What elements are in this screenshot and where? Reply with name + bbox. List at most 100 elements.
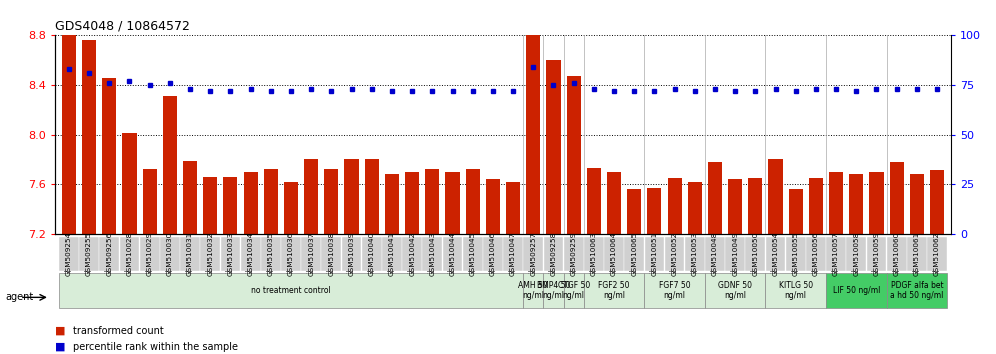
Bar <box>667 178 681 234</box>
FancyBboxPatch shape <box>644 237 664 271</box>
FancyBboxPatch shape <box>281 237 301 271</box>
FancyBboxPatch shape <box>100 237 120 271</box>
Bar <box>62 35 76 234</box>
Text: LIF 50 ng/ml: LIF 50 ng/ml <box>833 286 880 295</box>
Text: GSM510038: GSM510038 <box>329 232 335 276</box>
Bar <box>183 161 197 234</box>
Bar <box>850 174 864 234</box>
FancyBboxPatch shape <box>605 237 623 271</box>
Bar <box>405 172 419 234</box>
Text: GSM510043: GSM510043 <box>429 232 435 276</box>
Bar <box>384 174 399 234</box>
Bar <box>547 60 561 234</box>
Text: GSM510041: GSM510041 <box>389 232 395 276</box>
Text: GSM510065: GSM510065 <box>631 232 637 276</box>
Text: GSM510048: GSM510048 <box>712 232 718 276</box>
Bar <box>445 172 459 234</box>
Bar <box>142 169 156 234</box>
FancyBboxPatch shape <box>826 273 886 308</box>
FancyBboxPatch shape <box>644 273 705 308</box>
FancyBboxPatch shape <box>241 237 261 271</box>
Text: GSM510035: GSM510035 <box>268 232 274 276</box>
FancyBboxPatch shape <box>483 237 503 271</box>
FancyBboxPatch shape <box>120 237 139 271</box>
Text: no treatment control: no treatment control <box>251 286 331 295</box>
FancyBboxPatch shape <box>705 237 725 271</box>
Text: GSM510046: GSM510046 <box>490 232 496 276</box>
Bar <box>809 178 823 234</box>
Text: ■: ■ <box>55 342 66 352</box>
Text: KITLG 50
ng/ml: KITLG 50 ng/ml <box>779 281 813 300</box>
Bar <box>607 172 622 234</box>
Bar <box>425 169 439 234</box>
Bar <box>728 179 742 234</box>
Text: GSM509259: GSM509259 <box>571 232 577 276</box>
Text: AMH 50
ng/ml: AMH 50 ng/ml <box>518 281 548 300</box>
Text: GSM510042: GSM510042 <box>409 232 415 276</box>
Text: GSM510028: GSM510028 <box>126 232 132 276</box>
Bar <box>264 169 278 234</box>
Bar <box>748 178 762 234</box>
FancyBboxPatch shape <box>322 237 342 271</box>
Text: GSM510053: GSM510053 <box>692 232 698 276</box>
Bar <box>304 159 319 234</box>
FancyBboxPatch shape <box>564 273 584 308</box>
Text: GSM510031: GSM510031 <box>187 232 193 276</box>
Text: GSM510061: GSM510061 <box>914 232 920 276</box>
Bar <box>123 133 136 234</box>
Text: GSM510062: GSM510062 <box>934 232 940 276</box>
FancyBboxPatch shape <box>382 237 401 271</box>
FancyBboxPatch shape <box>766 237 786 271</box>
Text: GDNF 50
ng/ml: GDNF 50 ng/ml <box>718 281 752 300</box>
FancyBboxPatch shape <box>523 237 543 271</box>
Bar <box>82 40 97 234</box>
Text: GSM510049: GSM510049 <box>732 232 738 276</box>
Bar <box>769 159 783 234</box>
FancyBboxPatch shape <box>624 237 644 271</box>
Text: GDS4048 / 10864572: GDS4048 / 10864572 <box>55 20 189 33</box>
FancyBboxPatch shape <box>544 273 564 308</box>
Text: GSM510040: GSM510040 <box>369 232 374 276</box>
Text: GSM510050: GSM510050 <box>752 232 758 276</box>
Bar <box>345 159 359 234</box>
FancyBboxPatch shape <box>564 237 584 271</box>
Bar <box>889 162 903 234</box>
FancyBboxPatch shape <box>362 237 381 271</box>
FancyBboxPatch shape <box>725 237 745 271</box>
FancyBboxPatch shape <box>503 237 523 271</box>
Text: GSM510039: GSM510039 <box>349 232 355 276</box>
FancyBboxPatch shape <box>544 237 564 271</box>
FancyBboxPatch shape <box>139 237 159 271</box>
Text: GSM510030: GSM510030 <box>167 232 173 276</box>
Bar <box>909 174 924 234</box>
Text: GSM510034: GSM510034 <box>248 232 254 276</box>
FancyBboxPatch shape <box>705 273 766 308</box>
Text: GSM510051: GSM510051 <box>651 232 657 276</box>
Text: GSM510029: GSM510029 <box>146 232 152 276</box>
Bar <box>870 172 883 234</box>
FancyBboxPatch shape <box>827 237 846 271</box>
Text: transformed count: transformed count <box>73 326 163 336</box>
Bar <box>325 169 339 234</box>
Text: GSM510057: GSM510057 <box>833 232 839 276</box>
Text: GSM509254: GSM509254 <box>66 232 72 276</box>
FancyBboxPatch shape <box>301 237 321 271</box>
Bar <box>687 182 702 234</box>
FancyBboxPatch shape <box>402 237 422 271</box>
Bar <box>627 189 641 234</box>
Text: GSM510059: GSM510059 <box>873 232 879 276</box>
Text: CTGF 50
ng/ml: CTGF 50 ng/ml <box>558 281 590 300</box>
Text: GSM510054: GSM510054 <box>773 232 779 276</box>
FancyBboxPatch shape <box>907 237 926 271</box>
FancyBboxPatch shape <box>886 273 947 308</box>
Bar <box>284 182 298 234</box>
FancyBboxPatch shape <box>584 237 604 271</box>
Text: GSM510045: GSM510045 <box>470 232 476 276</box>
FancyBboxPatch shape <box>664 237 684 271</box>
Bar <box>203 177 217 234</box>
Bar <box>244 172 258 234</box>
FancyBboxPatch shape <box>80 237 99 271</box>
Bar <box>930 171 944 234</box>
FancyBboxPatch shape <box>927 237 947 271</box>
Text: ■: ■ <box>55 326 66 336</box>
